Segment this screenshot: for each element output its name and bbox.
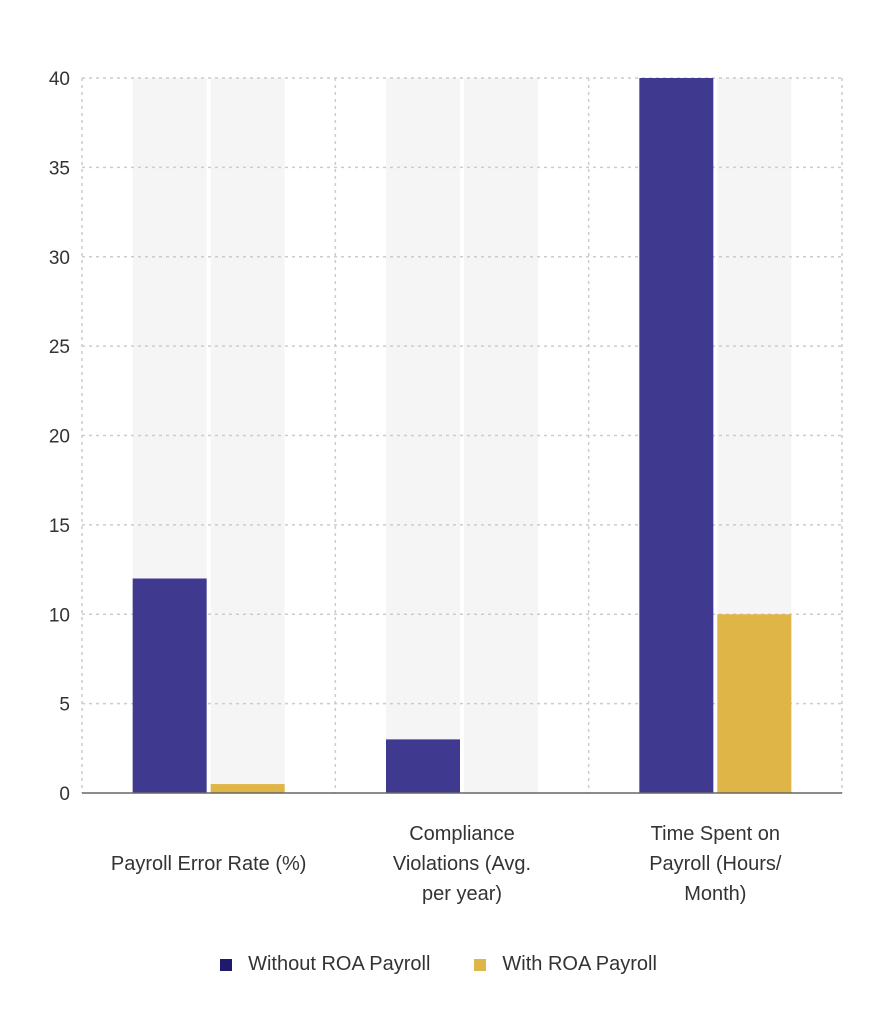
legend-label-with: With ROA Payroll <box>502 953 657 975</box>
x-category-label: Time Spent on Payroll (Hours/Month) <box>649 823 782 905</box>
bar <box>717 614 792 793</box>
y-tick-label: 30 <box>49 248 70 269</box>
y-tick-label: 15 <box>49 516 70 537</box>
bar <box>210 784 285 793</box>
y-tick-label: 20 <box>49 427 70 448</box>
x-category-label: Compliance Violations (Avg. per year) <box>393 823 531 905</box>
bar <box>386 739 460 793</box>
legend-label-without: Without ROA Payroll <box>248 953 431 975</box>
legend-swatch-without <box>220 958 233 971</box>
legend: Without ROA Payroll With ROA Payroll <box>0 953 877 976</box>
y-tick-label: 5 <box>59 695 70 716</box>
bar <box>132 578 207 793</box>
x-category-label: Payroll Error Rate (%) <box>111 853 307 875</box>
y-tick-label: 0 <box>59 784 70 805</box>
y-tick-label: 10 <box>49 605 70 626</box>
legend-item-with[interactable]: With ROA Payroll <box>474 953 657 976</box>
y-tick-label: 35 <box>49 158 70 179</box>
y-tick-label: 40 <box>49 69 70 90</box>
legend-item-without[interactable]: Without ROA Payroll <box>220 953 430 976</box>
bar-chart: 0 5 10 15 20 25 30 35 40 Payroll Error Rate (%) Co… <box>49 69 843 905</box>
bar <box>639 78 714 793</box>
legend-swatch-with <box>474 958 487 971</box>
y-tick-label: 25 <box>49 337 70 358</box>
